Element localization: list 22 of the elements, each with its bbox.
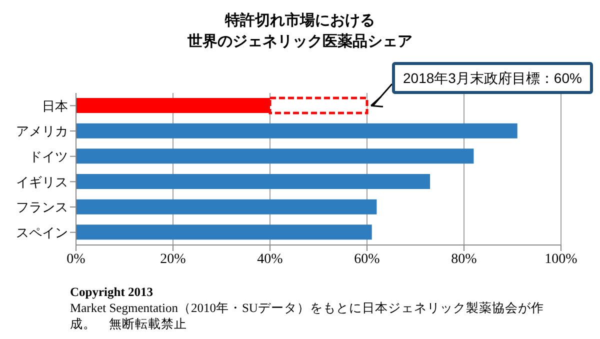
bar <box>76 224 372 240</box>
x-tick-label: 100% <box>544 252 578 267</box>
text: Copyright 2013 <box>70 284 154 300</box>
bar <box>76 174 430 189</box>
y-tick-label: フランス <box>16 200 68 215</box>
annotation: 2018年3月末政府目標：60% <box>392 62 593 94</box>
x-tick-label: 80% <box>451 252 478 267</box>
text: Market Segmentation（2010年・SUデータ）をもとに日本ジェネリック製薬協会が作成。 無断転載禁止 <box>70 300 545 332</box>
y-tick-label: イギリス <box>16 174 68 190</box>
x-tick-label: 60% <box>354 252 380 267</box>
y-tick-label: スペイン <box>16 224 68 240</box>
chart-subtitle: 世界のジェネリック医薬品シェア <box>186 32 414 52</box>
x-tick-label: 20% <box>160 252 186 267</box>
chart-title: 特許切れ市場における <box>224 11 376 31</box>
bar <box>76 199 377 214</box>
y-tick-label: 日本 <box>42 98 68 114</box>
bar <box>76 148 474 164</box>
x-tick-label: 0% <box>66 252 86 267</box>
bar <box>76 123 518 138</box>
x-tick-label: 40% <box>257 252 284 267</box>
y-tick-label: アメリカ <box>16 124 68 139</box>
y-tick-label: ドイツ <box>29 148 68 164</box>
